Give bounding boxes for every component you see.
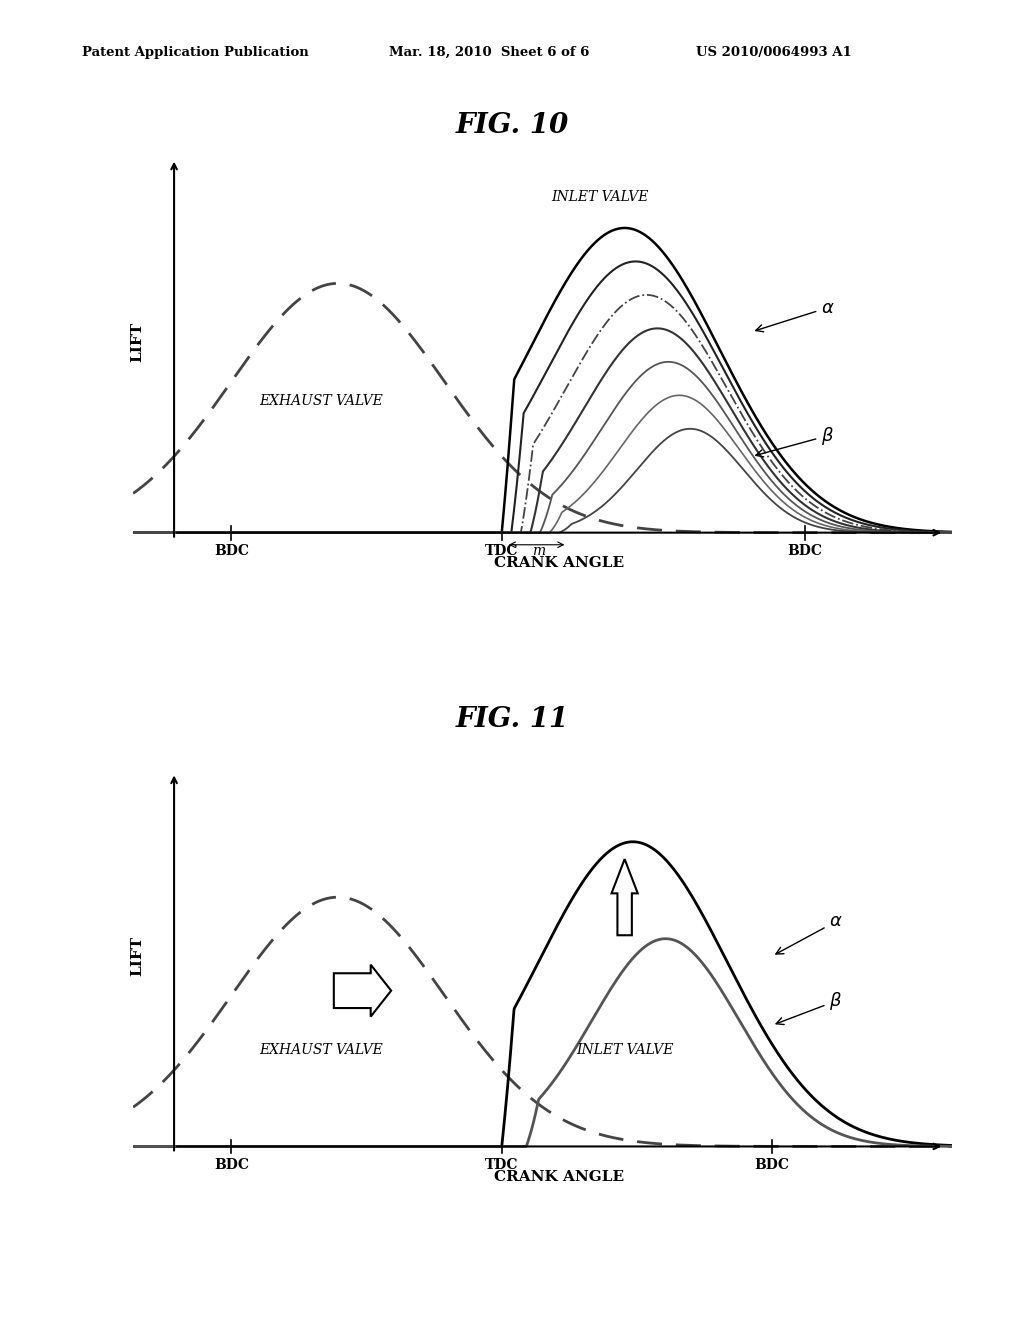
Text: INLET VALVE: INLET VALVE [551,190,649,203]
Text: Patent Application Publication: Patent Application Publication [82,46,308,59]
Text: TDC: TDC [485,1158,518,1172]
Text: INLET VALVE: INLET VALVE [575,1043,674,1056]
Text: CRANK ANGLE: CRANK ANGLE [494,1170,625,1184]
Text: $\beta$: $\beta$ [756,425,835,457]
Polygon shape [334,965,391,1016]
Text: FIG. 10: FIG. 10 [456,112,568,139]
Text: $\beta$: $\beta$ [776,990,843,1024]
Text: EXHAUST VALVE: EXHAUST VALVE [260,1043,383,1056]
Text: Mar. 18, 2010  Sheet 6 of 6: Mar. 18, 2010 Sheet 6 of 6 [389,46,590,59]
Text: EXHAUST VALVE: EXHAUST VALVE [260,395,383,408]
Text: LIFT: LIFT [130,936,144,975]
Text: BDC: BDC [787,544,822,558]
Text: BDC: BDC [214,1158,249,1172]
Text: TDC: TDC [485,544,518,558]
Text: CRANK ANGLE: CRANK ANGLE [494,556,625,570]
Polygon shape [611,859,638,936]
Text: LIFT: LIFT [130,322,144,362]
Text: $\alpha$: $\alpha$ [776,912,843,954]
Text: BDC: BDC [755,1158,790,1172]
Text: US 2010/0064993 A1: US 2010/0064993 A1 [696,46,852,59]
Text: FIG. 11: FIG. 11 [456,706,568,733]
Text: BDC: BDC [214,544,249,558]
Text: m: m [532,544,545,558]
Text: $\alpha$: $\alpha$ [756,298,835,331]
